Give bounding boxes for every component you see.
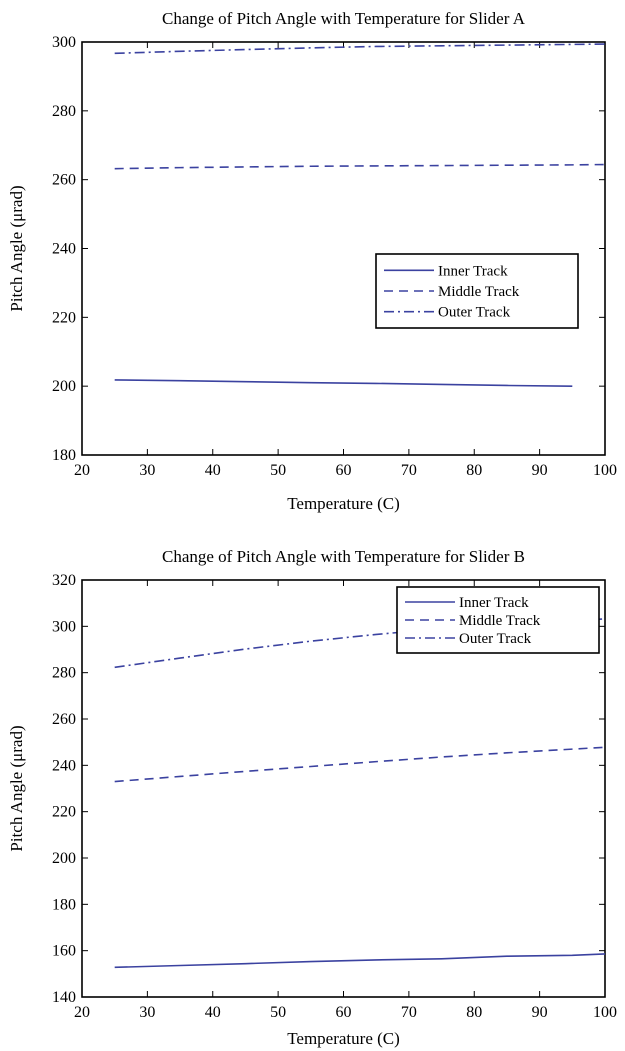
y-tick-label: 180 — [52, 896, 76, 913]
x-tick-label: 70 — [401, 1004, 417, 1021]
legend-label: Middle Track — [438, 284, 520, 300]
chart-title: Change of Pitch Angle with Temperature f… — [162, 547, 525, 566]
legend-label: Outer Track — [438, 305, 511, 321]
chart-slider-a: Change of Pitch Angle with Temperature f… — [7, 9, 617, 513]
y-tick-label: 260 — [52, 172, 76, 189]
y-tick-label: 300 — [52, 34, 76, 51]
legend-label: Outer Track — [459, 631, 532, 647]
x-tick-label: 80 — [466, 1004, 482, 1021]
y-axis-label: Pitch Angle (μrad) — [7, 725, 26, 851]
y-tick-label: 300 — [52, 618, 76, 635]
x-tick-label: 90 — [532, 462, 548, 479]
y-tick-label: 200 — [52, 850, 76, 867]
x-tick-label: 30 — [139, 462, 155, 479]
series-line-middle-track — [114, 163, 606, 170]
legend-box — [375, 253, 579, 329]
y-tick-label: 260 — [52, 711, 76, 728]
legend-label: Middle Track — [459, 613, 541, 629]
plot-frame — [81, 41, 606, 456]
y-tick-label: 240 — [52, 757, 76, 774]
x-tick-label: 60 — [336, 462, 352, 479]
series-line-inner-track — [114, 379, 573, 387]
x-tick-label: 40 — [205, 462, 221, 479]
x-tick-label: 20 — [74, 1004, 90, 1021]
y-tick-label: 280 — [52, 665, 76, 682]
legend: Inner Track Middle Track Outer Track — [396, 586, 600, 654]
x-tick-label: 90 — [532, 1004, 548, 1021]
y-tick-label: 320 — [52, 572, 76, 589]
series-line-outer-track — [114, 618, 606, 669]
y-tick-label: 220 — [52, 804, 76, 821]
series-line-inner-track — [114, 953, 606, 969]
x-tick-label: 100 — [593, 462, 617, 479]
y-axis-label: Pitch Angle (μrad) — [7, 185, 26, 311]
chart-title: Change of Pitch Angle with Temperature f… — [162, 9, 526, 28]
chart-slider-b: Change of Pitch Angle with Temperature f… — [7, 547, 617, 1048]
legend-box — [396, 586, 600, 654]
x-tick-label: 70 — [401, 462, 417, 479]
y-tick-label: 200 — [52, 378, 76, 395]
x-tick-label: 20 — [74, 462, 90, 479]
x-axis-label: Temperature (C) — [287, 1029, 400, 1048]
y-tick-label: 160 — [52, 943, 76, 960]
series-line-outer-track — [114, 43, 606, 55]
x-tick-label: 50 — [270, 1004, 286, 1021]
x-tick-label: 100 — [593, 1004, 617, 1021]
y-tick-label: 240 — [52, 241, 76, 258]
y-tick-label: 220 — [52, 309, 76, 326]
legend-label: Inner Track — [459, 595, 529, 611]
y-tick-label: 180 — [52, 447, 76, 464]
legend: Inner Track Middle Track Outer Track — [375, 253, 579, 329]
series-line-middle-track — [114, 746, 606, 783]
x-tick-label: 40 — [205, 1004, 221, 1021]
x-tick-label: 30 — [139, 1004, 155, 1021]
x-axis-label: Temperature (C) — [287, 494, 400, 513]
y-tick-label: 280 — [52, 103, 76, 120]
x-tick-label: 80 — [466, 462, 482, 479]
y-tick-label: 140 — [52, 989, 76, 1006]
x-tick-label: 60 — [336, 1004, 352, 1021]
x-tick-label: 50 — [270, 462, 286, 479]
legend-label: Inner Track — [438, 263, 508, 279]
